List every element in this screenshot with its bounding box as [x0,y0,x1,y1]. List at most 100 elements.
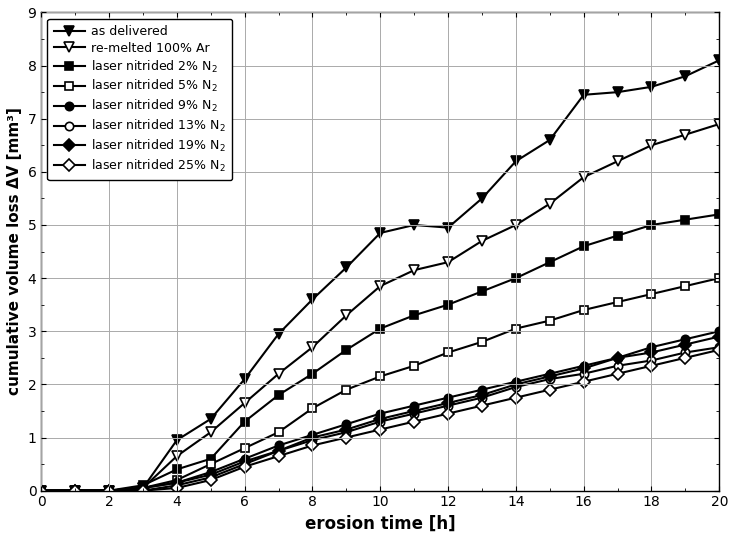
as delivered [37,488,46,494]
as delivered [444,225,453,231]
laser nitrided 9% N$_2$ [104,488,113,494]
laser nitrided 9% N$_2$ [647,344,656,350]
laser nitrided 2% N$_2$ [478,288,487,295]
laser nitrided 5% N$_2$ [444,349,453,356]
laser nitrided 19% N$_2$ [104,488,113,494]
laser nitrided 25% N$_2$ [308,442,317,449]
Line: laser nitrided 5% N$_2$: laser nitrided 5% N$_2$ [37,274,723,495]
re-melted 100% Ar [613,158,622,165]
laser nitrided 9% N$_2$ [715,328,724,334]
laser nitrided 5% N$_2$ [478,339,487,345]
laser nitrided 2% N$_2$ [138,482,147,489]
laser nitrided 25% N$_2$ [274,453,283,460]
laser nitrided 5% N$_2$ [376,373,384,380]
laser nitrided 2% N$_2$ [681,217,690,223]
laser nitrided 19% N$_2$ [37,488,46,494]
Line: laser nitrided 13% N$_2$: laser nitrided 13% N$_2$ [37,343,723,495]
laser nitrided 13% N$_2$ [444,402,453,409]
laser nitrided 5% N$_2$ [71,488,79,494]
laser nitrided 19% N$_2$ [71,488,79,494]
laser nitrided 19% N$_2$ [410,408,419,414]
re-melted 100% Ar [104,488,113,494]
re-melted 100% Ar [410,267,419,273]
laser nitrided 2% N$_2$ [410,312,419,319]
laser nitrided 13% N$_2$ [376,418,384,425]
laser nitrided 13% N$_2$ [478,394,487,401]
laser nitrided 19% N$_2$ [342,426,351,433]
re-melted 100% Ar [138,485,147,491]
laser nitrided 13% N$_2$ [342,429,351,435]
laser nitrided 9% N$_2$ [512,379,520,385]
laser nitrided 9% N$_2$ [681,336,690,342]
Line: as delivered: as delivered [36,56,724,496]
laser nitrided 13% N$_2$ [104,488,113,494]
laser nitrided 13% N$_2$ [613,362,622,369]
re-melted 100% Ar [545,200,554,207]
re-melted 100% Ar [579,174,588,180]
re-melted 100% Ar [308,344,317,350]
laser nitrided 5% N$_2$ [173,477,182,483]
laser nitrided 5% N$_2$ [342,387,351,393]
re-melted 100% Ar [207,429,215,435]
re-melted 100% Ar [274,370,283,377]
Line: laser nitrided 2% N$_2$: laser nitrided 2% N$_2$ [37,210,723,495]
laser nitrided 9% N$_2$ [613,355,622,361]
laser nitrided 2% N$_2$ [512,275,520,281]
laser nitrided 5% N$_2$ [37,488,46,494]
laser nitrided 25% N$_2$ [240,463,249,470]
laser nitrided 13% N$_2$ [173,482,182,489]
as delivered [104,488,113,494]
laser nitrided 13% N$_2$ [545,376,554,382]
laser nitrided 2% N$_2$ [308,370,317,377]
laser nitrided 25% N$_2$ [512,394,520,401]
laser nitrided 25% N$_2$ [71,488,79,494]
laser nitrided 13% N$_2$ [240,461,249,467]
laser nitrided 2% N$_2$ [240,418,249,425]
laser nitrided 13% N$_2$ [579,370,588,377]
laser nitrided 19% N$_2$ [138,485,147,491]
laser nitrided 25% N$_2$ [207,477,215,483]
laser nitrided 5% N$_2$ [512,325,520,332]
as delivered [579,92,588,98]
laser nitrided 13% N$_2$ [138,488,147,494]
laser nitrided 19% N$_2$ [207,471,215,478]
Legend: as delivered, re-melted 100% Ar, laser nitrided 2% N$_2$, laser nitrided 5% N$_2: as delivered, re-melted 100% Ar, laser n… [48,19,232,180]
laser nitrided 19% N$_2$ [173,480,182,486]
laser nitrided 2% N$_2$ [274,392,283,398]
laser nitrided 2% N$_2$ [647,222,656,228]
laser nitrided 13% N$_2$ [512,384,520,390]
laser nitrided 25% N$_2$ [37,488,46,494]
laser nitrided 2% N$_2$ [207,456,215,462]
as delivered [410,222,419,228]
Line: re-melted 100% Ar: re-melted 100% Ar [36,119,724,496]
laser nitrided 19% N$_2$ [376,416,384,422]
laser nitrided 5% N$_2$ [545,318,554,324]
re-melted 100% Ar [71,488,79,494]
laser nitrided 13% N$_2$ [410,410,419,417]
laser nitrided 9% N$_2$ [545,370,554,377]
laser nitrided 2% N$_2$ [545,259,554,265]
laser nitrided 2% N$_2$ [71,488,79,494]
laser nitrided 19% N$_2$ [274,448,283,454]
laser nitrided 5% N$_2$ [207,461,215,467]
laser nitrided 5% N$_2$ [274,429,283,435]
Line: laser nitrided 19% N$_2$: laser nitrided 19% N$_2$ [37,333,723,495]
laser nitrided 5% N$_2$ [613,299,622,305]
laser nitrided 9% N$_2$ [478,387,487,393]
re-melted 100% Ar [681,131,690,138]
laser nitrided 13% N$_2$ [274,448,283,454]
laser nitrided 25% N$_2$ [342,434,351,441]
laser nitrided 2% N$_2$ [444,301,453,308]
laser nitrided 13% N$_2$ [308,437,317,443]
laser nitrided 9% N$_2$ [274,442,283,449]
laser nitrided 19% N$_2$ [478,392,487,398]
laser nitrided 9% N$_2$ [579,362,588,369]
laser nitrided 19% N$_2$ [545,373,554,380]
laser nitrided 2% N$_2$ [579,243,588,249]
laser nitrided 9% N$_2$ [207,469,215,475]
laser nitrided 5% N$_2$ [240,445,249,451]
as delivered [342,264,351,271]
laser nitrided 19% N$_2$ [647,349,656,356]
laser nitrided 25% N$_2$ [647,362,656,369]
as delivered [308,296,317,302]
